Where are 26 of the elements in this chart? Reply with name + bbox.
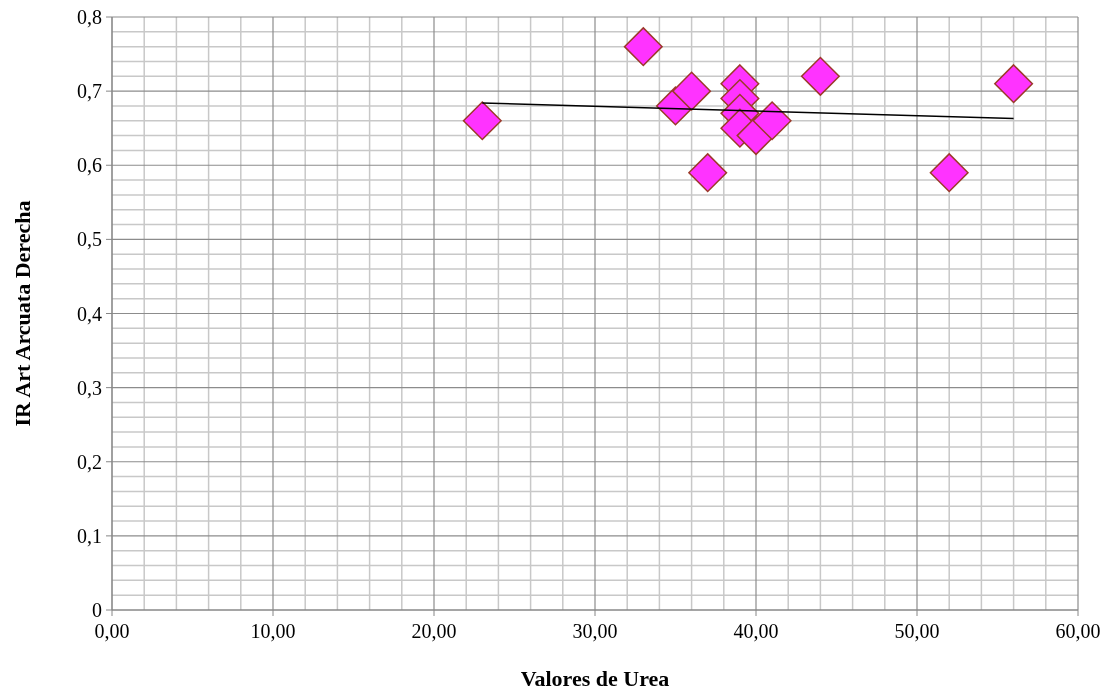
point [800, 56, 840, 96]
point [688, 153, 728, 193]
x-tick-label: 40,00 [733, 620, 779, 642]
y-tick-label: 0,3 [77, 376, 102, 399]
point [672, 71, 712, 111]
y-tick-label: 0 [92, 599, 102, 621]
x-axis-title: Valores de Urea [520, 666, 670, 691]
point [462, 101, 502, 141]
x-tick-label: 30,00 [572, 620, 618, 642]
point [752, 101, 792, 141]
point [623, 27, 663, 67]
y-tick-label: 0,8 [77, 6, 102, 28]
y-axis-title: IR Art Arcuata Derecha [10, 200, 35, 427]
x-tick-label: 50,00 [894, 620, 940, 642]
x-tick-label: 60,00 [1055, 620, 1101, 642]
point [994, 64, 1034, 104]
x-tick-label: 0,00 [94, 620, 130, 642]
point [929, 153, 969, 193]
y-tick-label: 0,4 [77, 302, 102, 325]
x-tick-label: 20,00 [411, 620, 457, 642]
y-tick-label: 0,1 [77, 524, 102, 547]
y-tick-label: 0,5 [77, 228, 102, 251]
y-tick-label: 0,6 [77, 154, 102, 177]
y-tick-label: 0,7 [77, 80, 102, 103]
y-tick-label: 0,2 [77, 450, 102, 473]
x-tick-label: 10,00 [250, 620, 296, 642]
